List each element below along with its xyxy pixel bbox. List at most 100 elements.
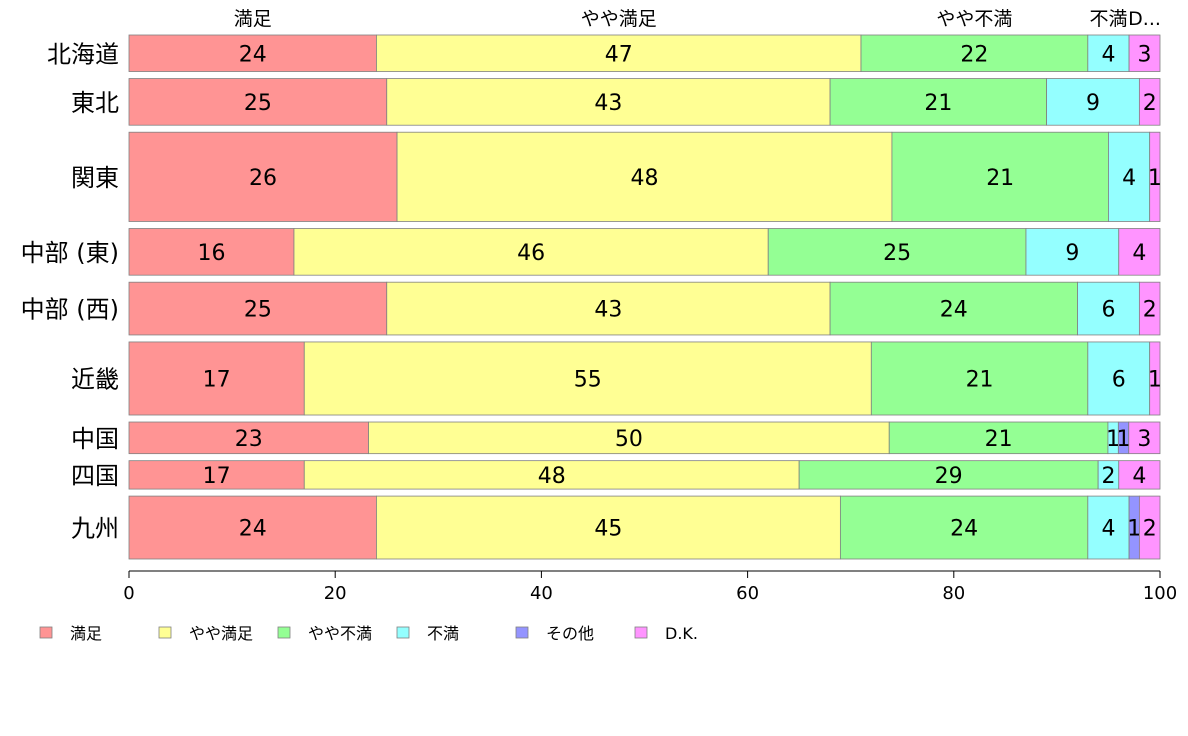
data-label: 1 — [1148, 367, 1162, 392]
data-label: 23 — [235, 427, 263, 452]
top-series-label: やや満足 — [581, 8, 657, 30]
data-label: 4 — [1132, 241, 1146, 266]
data-label: 3 — [1137, 427, 1151, 452]
legend-label: 不満 — [427, 624, 459, 643]
data-label: 17 — [203, 464, 231, 489]
data-label: 55 — [574, 367, 602, 392]
category-label: 中国 — [71, 425, 119, 453]
bar-row: 17 48 29 2 4 — [128, 460, 1161, 490]
x-tick-label: 20 — [324, 583, 347, 604]
data-label: 2 — [1143, 91, 1157, 116]
legend-swatch — [158, 626, 172, 639]
bar-segment — [1138, 495, 1161, 560]
bar-segment — [376, 34, 862, 72]
data-label: 2 — [1143, 517, 1157, 542]
data-label: 50 — [615, 427, 643, 452]
category-label: 北海道 — [47, 40, 119, 68]
data-label: 2 — [1143, 298, 1157, 323]
bar-segment — [829, 78, 1047, 126]
data-label: 4 — [1122, 166, 1136, 191]
data-label: 48 — [538, 464, 566, 489]
category-label: 中部 (東) — [21, 239, 119, 267]
data-label: 1 — [1148, 166, 1162, 191]
data-label: 45 — [594, 517, 622, 542]
data-label: 6 — [1101, 298, 1115, 323]
bar-segment — [1138, 281, 1161, 336]
legend-label: 満足 — [70, 624, 102, 643]
x-tick-label: 100 — [1143, 583, 1177, 604]
bar-row: 16 46 25 9 4 — [128, 228, 1161, 276]
bar-segment — [128, 495, 377, 560]
bar-row: 25 43 21 9 2 — [128, 78, 1161, 126]
bar-segment — [293, 228, 769, 276]
category-label: 中部 (西) — [21, 296, 119, 324]
data-label: 1 — [1106, 427, 1120, 452]
legend-swatch — [634, 626, 648, 639]
data-label: 1 — [1127, 517, 1141, 542]
bar-segment — [128, 34, 377, 72]
data-label: 21 — [966, 367, 994, 392]
category-label: 四国 — [71, 462, 119, 490]
bar-segment — [1128, 421, 1161, 455]
bar-segment — [128, 228, 295, 276]
bar-row: 24 45 24 4 1 2 — [128, 495, 1161, 560]
bar-segment — [1077, 281, 1140, 336]
bar-segment — [1118, 228, 1161, 276]
bar-segment — [798, 460, 1099, 490]
bar-segment — [1025, 228, 1120, 276]
data-label: 26 — [249, 166, 277, 191]
data-label: 25 — [244, 91, 272, 116]
data-label: 25 — [883, 241, 911, 266]
bar-segment — [1108, 131, 1151, 222]
category-label: 近畿 — [71, 365, 119, 393]
bar-row: 17 55 21 6 1 — [128, 341, 1162, 416]
legend-swatch — [39, 626, 53, 639]
data-label: 4 — [1101, 517, 1115, 542]
data-label: 17 — [203, 367, 231, 392]
data-label: 21 — [985, 427, 1013, 452]
bar-segment — [1149, 131, 1161, 222]
bar-segment — [303, 460, 800, 490]
data-label: 21 — [986, 166, 1014, 191]
data-label: 47 — [605, 42, 633, 67]
legend-swatch — [277, 626, 291, 639]
category-label: 九州 — [71, 515, 119, 543]
data-label: 24 — [950, 517, 978, 542]
top-series-label: やや不満 — [936, 8, 1012, 30]
data-label: 4 — [1132, 464, 1146, 489]
category-label: 東北 — [71, 89, 119, 117]
bar-segment — [891, 131, 1109, 222]
bar-segment — [1118, 460, 1161, 490]
data-label: 24 — [239, 517, 267, 542]
bar-row: 26 48 21 4 1 — [128, 131, 1162, 222]
bar-segment — [767, 228, 1027, 276]
bar-segment — [128, 341, 305, 416]
data-label: 16 — [197, 241, 225, 266]
top-series-label: 満足 — [234, 8, 272, 30]
bar-segment — [128, 421, 369, 455]
data-label: 24 — [940, 298, 968, 323]
bar-segment — [396, 131, 893, 222]
legend-swatch — [515, 626, 529, 639]
data-label: 9 — [1065, 241, 1079, 266]
bar-row: 23 50 21 11 3 — [128, 421, 1161, 455]
legend-swatch — [396, 626, 410, 639]
data-label: 46 — [517, 241, 545, 266]
data-label: 3 — [1138, 42, 1152, 67]
bar-segment — [1087, 495, 1130, 560]
bar-segment — [839, 495, 1089, 560]
bar-row: 24 47 22 4 3 — [128, 34, 1161, 72]
legend-label: D.K. — [665, 624, 698, 643]
data-label: 9 — [1086, 91, 1100, 116]
bar-segment — [386, 78, 831, 126]
x-axis: 0 20 40 60 80 100 — [123, 570, 1177, 604]
legend-label: その他 — [546, 624, 594, 643]
top-series-label: 不満 — [1089, 8, 1127, 30]
bar-segment — [1128, 34, 1161, 72]
bar-row: 25 43 24 6 2 — [128, 281, 1161, 336]
top-series-label: D... — [1128, 8, 1161, 30]
bar-segment — [1046, 78, 1140, 126]
bar-segment — [1149, 341, 1161, 416]
bar-segment — [368, 421, 890, 455]
